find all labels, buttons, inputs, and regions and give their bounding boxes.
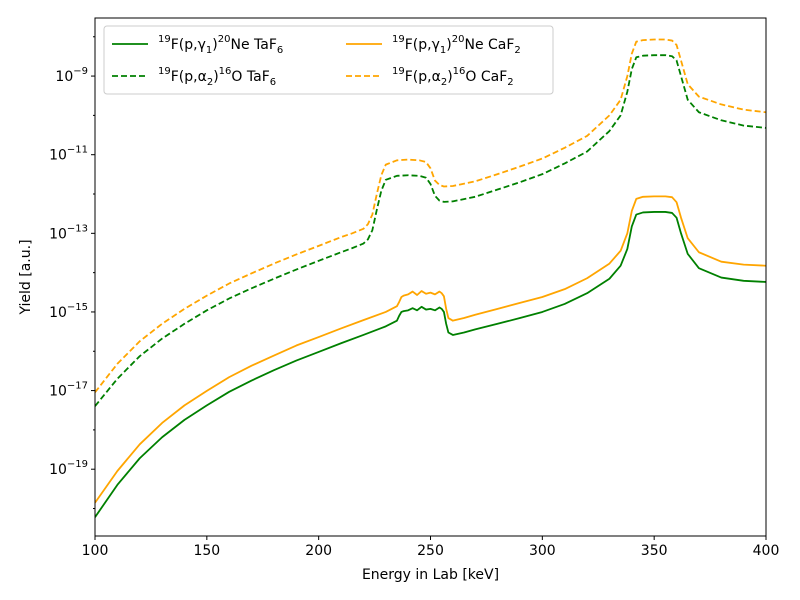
- legend-target-subscript: 2: [514, 45, 520, 56]
- legend-greek-symbol: α: [198, 69, 207, 85]
- y-tick-base: 10: [49, 148, 67, 164]
- x-tick-label: 200: [305, 543, 332, 559]
- y-tick-exponent: −11: [67, 145, 88, 156]
- series-line-0: [95, 211, 766, 518]
- legend-greek-symbol: γ: [198, 37, 206, 53]
- legend-greek-symbol: γ: [432, 37, 440, 53]
- legend-greek-subscript: 2: [207, 77, 213, 88]
- legend-target-subscript: 6: [270, 77, 276, 88]
- legend-target-subscript: 2: [507, 77, 513, 88]
- legend-mass-number: 19: [158, 66, 171, 77]
- legend-product-mass-number: 20: [452, 34, 465, 45]
- y-tick-exponent: −19: [67, 459, 88, 470]
- series-line-1: [95, 54, 766, 407]
- x-tick-label: 300: [529, 543, 556, 559]
- legend-greek-subscript: 1: [440, 45, 446, 56]
- x-tick-label: 150: [193, 543, 220, 559]
- series-layer: [95, 38, 766, 518]
- x-tick-label: 100: [82, 543, 109, 559]
- legend-greek-subscript: 2: [441, 77, 447, 88]
- y-tick-base: 10: [49, 305, 67, 321]
- x-tick-label: 400: [753, 543, 780, 559]
- y-axis-label: Yield [a.u.]: [18, 239, 34, 315]
- y-tick-label: 10−9: [55, 66, 88, 85]
- legend-target-subscript: 6: [277, 45, 283, 56]
- legend-box: [103, 25, 554, 95]
- legend-reaction-text: F(p,: [405, 37, 432, 53]
- x-axis-ticks: 100 150 200 250 300 350 400: [82, 536, 780, 559]
- legend-reaction-close: ): [213, 69, 218, 85]
- legend-label-1: 19F(p,α2)16O TaF6: [158, 66, 276, 88]
- legend-target-text: Ne TaF: [230, 37, 276, 53]
- x-axis-label: Energy in Lab [keV]: [362, 567, 499, 583]
- legend-label-3: 19F(p,α2)16O CaF2: [392, 66, 514, 88]
- legend-reaction-text: F(p,: [171, 37, 198, 53]
- y-tick-exponent: −13: [67, 223, 88, 234]
- legend-reaction-close: ): [446, 37, 451, 53]
- legend-greek-subscript: 1: [206, 45, 212, 56]
- y-tick-label: 10−11: [49, 145, 88, 164]
- legend-target-text: O TaF: [231, 69, 269, 85]
- series-line-3: [95, 38, 766, 393]
- y-tick-label: 10−15: [49, 302, 88, 321]
- legend-product-mass-number: 16: [219, 66, 232, 77]
- legend-reaction-close: ): [447, 69, 452, 85]
- y-tick-exponent: −15: [67, 302, 88, 313]
- legend-label-2: 19F(p,γ1)20Ne CaF2: [392, 34, 521, 56]
- legend-product-mass-number: 16: [453, 66, 466, 77]
- y-tick-base: 10: [49, 226, 67, 242]
- legend-reaction-close: ): [212, 37, 217, 53]
- legend-mass-number: 19: [392, 66, 405, 77]
- y-tick-label: 10−13: [49, 223, 88, 242]
- y-tick-base: 10: [49, 462, 67, 478]
- y-tick-label: 10−17: [49, 381, 88, 400]
- series-line-2: [95, 195, 766, 504]
- y-tick-base: 10: [55, 69, 73, 85]
- x-tick-label: 250: [417, 543, 444, 559]
- legend-mass-number: 19: [158, 34, 171, 45]
- y-tick-exponent: −9: [73, 66, 88, 77]
- y-tick-exponent: −17: [67, 381, 88, 392]
- y-tick-base: 10: [49, 384, 67, 400]
- legend-target-text: Ne CaF: [464, 37, 514, 53]
- legend-reaction-text: F(p,: [171, 69, 198, 85]
- legend-label-0: 19F(p,γ1)20Ne TaF6: [158, 34, 283, 56]
- legend-greek-symbol: α: [432, 69, 441, 85]
- y-tick-label: 10−19: [49, 459, 88, 478]
- x-tick-label: 350: [641, 543, 668, 559]
- legend-reaction-text: F(p,: [405, 69, 432, 85]
- legend-product-mass-number: 20: [218, 34, 231, 45]
- legend-mass-number: 19: [392, 34, 405, 45]
- legend-target-text: O CaF: [465, 69, 507, 85]
